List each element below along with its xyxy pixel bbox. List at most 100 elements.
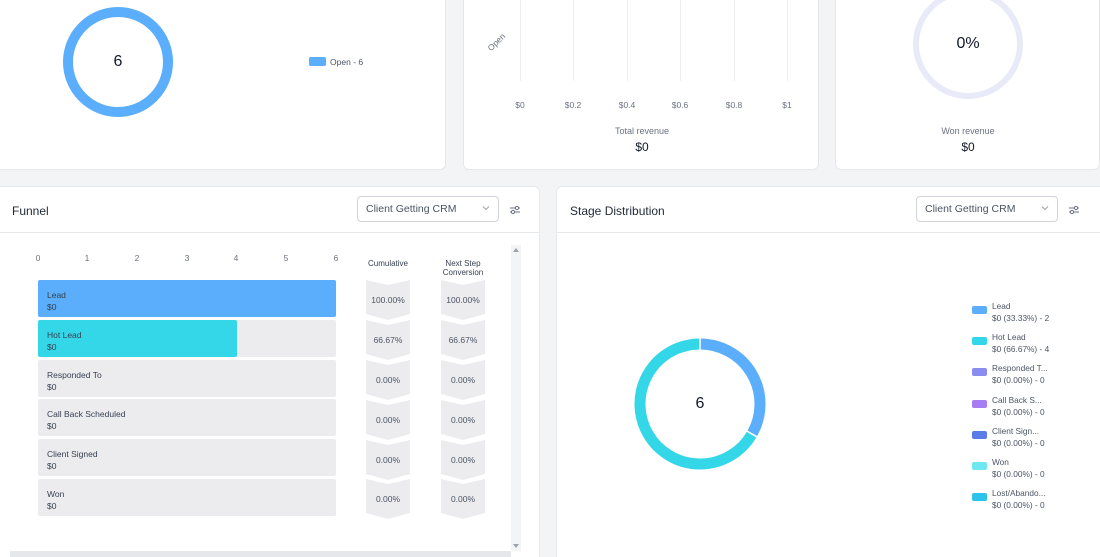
legend-label-open: Open - 6 (330, 57, 364, 67)
legend-swatch (972, 368, 987, 376)
revenue-tick: $0.8 (725, 100, 743, 110)
scroll-up-arrow-icon[interactable] (513, 248, 519, 252)
next-step-chip: 0.00% (441, 440, 485, 480)
legend-detail: $0 (0.00%) - 0 (992, 375, 1045, 385)
total-revenue-card: Open $0 $0.2 $0.4 $0.6 $0.8 $1 Total rev… (463, 0, 819, 170)
funnel-row-value: $0 (47, 302, 57, 312)
funnel-row-lead[interactable]: Lead $0 (38, 280, 336, 317)
total-revenue-value: $0 (635, 140, 649, 154)
funnel-tick: 2 (134, 253, 140, 263)
legend-swatch (972, 306, 987, 314)
legend-swatch (972, 431, 987, 439)
next-step-chip: 0.00% (441, 400, 485, 440)
stage-header-divider (557, 232, 1100, 233)
funnel-row-value: $0 (47, 382, 57, 392)
revenue-tick: $0.2 (564, 100, 582, 110)
stage-distribution-title: Stage Distribution (570, 204, 665, 218)
won-revenue-card: 0% Won revenue $0 (835, 0, 1100, 170)
won-revenue-percent: 0% (956, 35, 980, 52)
funnel-row-hot-lead[interactable]: Hot Lead $0 (38, 320, 336, 357)
won-revenue-ring (913, 0, 1023, 99)
next-step-chip: 100.00% (441, 280, 485, 320)
funnel-row-value: $0 (47, 501, 57, 511)
legend-swatch (972, 493, 987, 501)
revenue-tick: $0 (515, 100, 525, 110)
funnel-row-value: $0 (47, 421, 57, 431)
legend-name: Won (992, 457, 1009, 467)
funnel-row-call-back-scheduled[interactable]: Call Back Scheduled $0 (38, 399, 336, 436)
funnel-header-divider (0, 232, 539, 233)
funnel-row-name: Won (47, 489, 65, 499)
funnel-tick: 4 (233, 253, 239, 263)
chevron-down-icon (482, 206, 490, 211)
funnel-title: Funnel (12, 204, 49, 218)
revenue-tick: $0.4 (618, 100, 636, 110)
donut-segment-1[interactable] (634, 338, 757, 470)
won-revenue-value: $0 (961, 140, 975, 154)
funnel-row-value: $0 (47, 461, 57, 471)
funnel-row-name: Responded To (47, 370, 102, 380)
funnel-pipeline-select[interactable]: Client Getting CRM (357, 196, 499, 222)
funnel-bar (38, 320, 237, 357)
cumulative-header: Cumulative (367, 259, 408, 268)
legend-swatch (972, 400, 987, 408)
funnel-row-name: Call Back Scheduled (47, 409, 126, 419)
next-step-header-label: Next Step Conversion (442, 259, 484, 277)
funnel-row-name: Client Signed (47, 449, 98, 459)
legend-name: Responded T... (992, 363, 1048, 373)
funnel-pipeline-select-value: Client Getting CRM (366, 203, 457, 215)
stage-distribution-donut (634, 338, 766, 470)
legend-detail: $0 (0.00%) - 0 (992, 469, 1045, 479)
legend-swatch-open (309, 57, 326, 66)
funnel-tick: 1 (84, 253, 90, 263)
stage-pipeline-select[interactable]: Client Getting CRM (916, 196, 1058, 222)
cumulative-chip: 0.00% (366, 400, 410, 440)
cumulative-chip: 66.67% (366, 320, 410, 360)
funnel-row-name: Hot Lead (47, 330, 82, 340)
stage-distribution-total: 6 (695, 395, 705, 412)
next-step-chip: 0.00% (441, 360, 485, 400)
funnel-tick: 5 (283, 253, 289, 263)
legend-name: Lead (992, 301, 1011, 311)
legend-name: Call Back S... (992, 395, 1042, 405)
cumulative-chip: 0.00% (366, 440, 410, 480)
funnel-tick: 3 (184, 253, 190, 263)
funnel-row-responded-to[interactable]: Responded To $0 (38, 360, 336, 397)
filter-settings-icon[interactable] (508, 203, 522, 217)
open-deals-card: 6 Open - 6 (0, 0, 446, 170)
cumulative-chip: 100.00% (366, 280, 410, 320)
stage-pipeline-select-value: Client Getting CRM (925, 203, 1016, 215)
funnel-row-won[interactable]: Won $0 (38, 479, 336, 516)
chevron-down-icon (1041, 206, 1049, 211)
legend-detail: $0 (66.67%) - 4 (992, 344, 1050, 354)
next-step-chip: 66.67% (441, 320, 485, 360)
legend-name: Client Sign... (992, 426, 1040, 436)
scroll-down-arrow-icon[interactable] (513, 544, 519, 548)
funnel-tick: 6 (333, 253, 339, 263)
filter-settings-icon[interactable] (1067, 203, 1081, 217)
funnel-row-name: Lead (47, 290, 66, 300)
revenue-tick: $0.6 (671, 100, 689, 110)
legend-name: Hot Lead (992, 332, 1026, 342)
total-revenue-label: Total revenue (614, 126, 670, 136)
funnel-horizontal-scrollbar[interactable] (10, 551, 511, 557)
open-deals-donut (63, 7, 173, 117)
next-step-chip: 0.00% (441, 479, 485, 519)
legend-detail: $0 (0.00%) - 0 (992, 407, 1045, 417)
funnel-tick: 0 (35, 253, 41, 263)
funnel-row-value: $0 (47, 342, 57, 352)
legend-name: Lost/Abando... (992, 488, 1046, 498)
legend-swatch (972, 462, 987, 470)
revenue-category-label: Open (485, 31, 508, 53)
revenue-tick: $1 (782, 100, 792, 110)
funnel-vertical-scrollbar[interactable] (511, 245, 521, 551)
funnel-bar (38, 280, 336, 317)
cumulative-chip: 0.00% (366, 360, 410, 400)
legend-detail: $0 (0.00%) - 0 (992, 500, 1045, 510)
funnel-row-client-signed[interactable]: Client Signed $0 (38, 439, 336, 476)
legend-detail: $0 (33.33%) - 2 (992, 313, 1050, 323)
donut-segment-0[interactable] (700, 338, 766, 436)
cumulative-chip: 0.00% (366, 479, 410, 519)
open-deals-count: 6 (113, 53, 123, 70)
won-revenue-label: Won revenue (941, 126, 995, 136)
